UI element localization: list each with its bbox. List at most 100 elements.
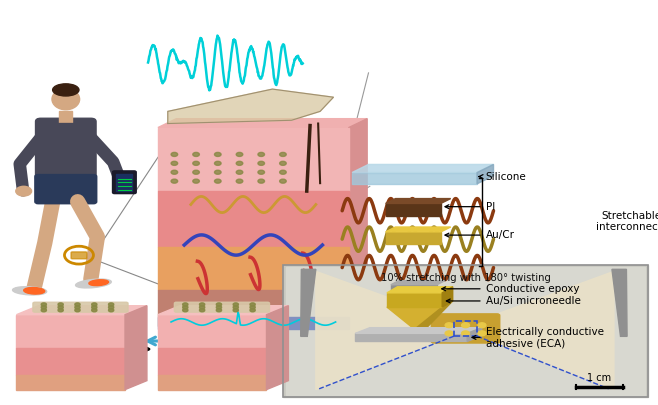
Circle shape (109, 303, 114, 306)
Circle shape (193, 179, 199, 183)
Ellipse shape (24, 288, 45, 294)
Circle shape (280, 161, 286, 165)
Circle shape (58, 306, 63, 309)
Bar (158, 290, 349, 326)
Circle shape (91, 306, 97, 309)
Polygon shape (387, 307, 442, 329)
Polygon shape (480, 271, 614, 390)
FancyBboxPatch shape (71, 252, 87, 259)
Circle shape (215, 179, 221, 183)
FancyBboxPatch shape (59, 111, 72, 124)
Text: Conductive epoxy: Conductive epoxy (442, 284, 579, 294)
Bar (454, 321, 477, 336)
Bar (158, 317, 349, 329)
FancyBboxPatch shape (36, 118, 96, 181)
Circle shape (462, 331, 470, 336)
Circle shape (41, 306, 47, 309)
Circle shape (258, 152, 265, 156)
FancyBboxPatch shape (72, 185, 86, 202)
Circle shape (445, 331, 453, 336)
Circle shape (258, 179, 265, 183)
Text: Electrically conductive
adhesive (ECA): Electrically conductive adhesive (ECA) (472, 326, 603, 348)
Circle shape (171, 170, 178, 174)
Circle shape (193, 152, 199, 156)
Ellipse shape (52, 89, 80, 110)
Ellipse shape (13, 287, 47, 295)
Polygon shape (415, 301, 453, 329)
Text: Stretchable
interconnects: Stretchable interconnects (596, 211, 658, 232)
FancyBboxPatch shape (33, 302, 128, 312)
Circle shape (16, 186, 32, 196)
Circle shape (233, 303, 238, 306)
Circle shape (193, 170, 199, 174)
Polygon shape (442, 287, 453, 307)
Polygon shape (387, 293, 442, 307)
FancyBboxPatch shape (386, 203, 441, 215)
Circle shape (236, 152, 243, 156)
Circle shape (183, 303, 188, 306)
Circle shape (91, 303, 97, 306)
Circle shape (478, 323, 486, 328)
Bar (158, 128, 349, 191)
Circle shape (280, 152, 286, 156)
Circle shape (171, 152, 178, 156)
Circle shape (233, 309, 238, 312)
Circle shape (478, 331, 486, 336)
Circle shape (75, 306, 80, 309)
Polygon shape (477, 164, 494, 184)
Text: 10% stretching with 180° twisting: 10% stretching with 180° twisting (380, 273, 551, 283)
Polygon shape (316, 271, 451, 390)
Text: Silicone: Silicone (479, 172, 526, 181)
Circle shape (109, 306, 114, 309)
Bar (16, 315, 125, 348)
Bar (355, 333, 467, 341)
Circle shape (236, 170, 243, 174)
Polygon shape (355, 328, 482, 333)
Text: 1 cm: 1 cm (588, 373, 611, 383)
Polygon shape (16, 306, 147, 315)
Text: Au/Cr: Au/Cr (445, 230, 515, 240)
Polygon shape (612, 269, 627, 336)
Bar (352, 173, 477, 184)
Circle shape (75, 309, 80, 312)
Ellipse shape (89, 280, 109, 286)
Polygon shape (352, 164, 494, 173)
Ellipse shape (53, 84, 79, 96)
Polygon shape (386, 198, 451, 203)
FancyBboxPatch shape (386, 232, 441, 244)
FancyBboxPatch shape (432, 314, 500, 343)
Bar (158, 375, 266, 390)
Circle shape (233, 306, 238, 309)
FancyBboxPatch shape (283, 265, 648, 397)
Circle shape (171, 179, 178, 183)
Circle shape (250, 309, 255, 312)
Circle shape (41, 309, 47, 312)
Circle shape (199, 309, 205, 312)
Circle shape (193, 161, 199, 165)
Circle shape (199, 306, 205, 309)
Ellipse shape (76, 279, 111, 288)
Circle shape (215, 152, 221, 156)
Circle shape (258, 170, 265, 174)
Circle shape (58, 309, 63, 312)
Circle shape (58, 303, 63, 306)
Bar (16, 375, 125, 390)
Polygon shape (266, 306, 288, 390)
FancyBboxPatch shape (116, 174, 132, 191)
Circle shape (462, 323, 470, 328)
Text: PI: PI (445, 202, 495, 212)
Polygon shape (386, 227, 451, 232)
Circle shape (183, 309, 188, 312)
Polygon shape (125, 306, 147, 390)
Text: Au/Si microneedle: Au/Si microneedle (446, 296, 580, 306)
Circle shape (280, 179, 286, 183)
Circle shape (445, 323, 453, 328)
Circle shape (258, 161, 265, 165)
Circle shape (215, 161, 221, 165)
Circle shape (171, 161, 178, 165)
Circle shape (280, 170, 286, 174)
Circle shape (75, 303, 80, 306)
Bar (158, 348, 266, 375)
Bar (16, 348, 125, 375)
Polygon shape (467, 328, 482, 341)
